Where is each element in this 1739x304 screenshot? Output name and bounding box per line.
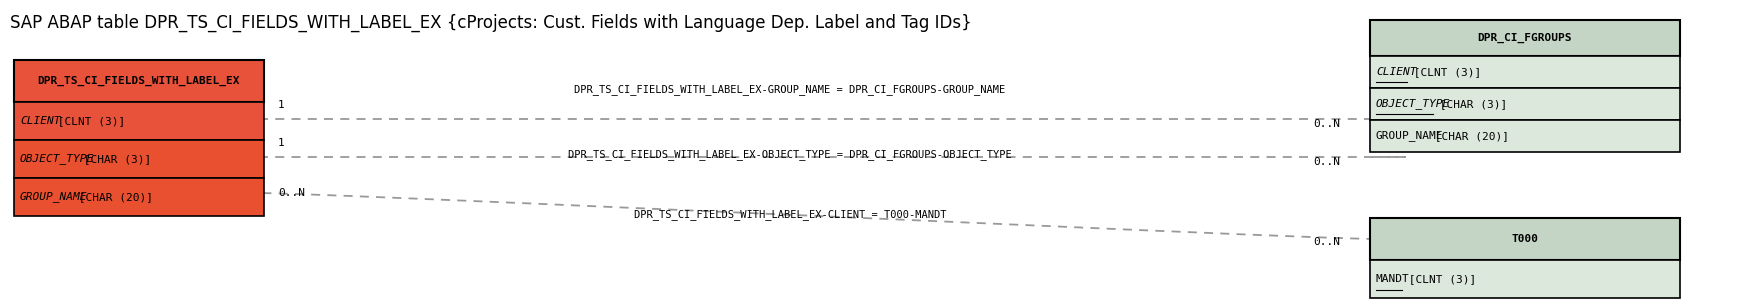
Text: [CHAR (20)]: [CHAR (20)]: [1428, 131, 1509, 141]
Text: [CLNT (3)]: [CLNT (3)]: [50, 116, 125, 126]
Text: [CHAR (20)]: [CHAR (20)]: [71, 192, 153, 202]
Text: MANDT: MANDT: [1376, 274, 1410, 284]
Text: GROUP_NAME: GROUP_NAME: [21, 192, 87, 202]
Bar: [1370, 218, 1680, 260]
Bar: [14, 140, 264, 178]
Text: [CHAR (3)]: [CHAR (3)]: [1433, 99, 1508, 109]
Bar: [1370, 260, 1680, 298]
Text: [CHAR (3)]: [CHAR (3)]: [77, 154, 151, 164]
Text: 1: 1: [278, 100, 285, 110]
Text: [CLNT (3)]: [CLNT (3)]: [1402, 274, 1476, 284]
Text: DPR_TS_CI_FIELDS_WITH_LABEL_EX-CLIENT = T000-MANDT: DPR_TS_CI_FIELDS_WITH_LABEL_EX-CLIENT = …: [633, 209, 946, 220]
Text: OBJECT_TYPE: OBJECT_TYPE: [21, 154, 94, 164]
Text: [CLNT (3)]: [CLNT (3)]: [1407, 67, 1482, 77]
Text: 1: 1: [278, 138, 285, 148]
Text: CLIENT: CLIENT: [1376, 67, 1417, 77]
Bar: [14, 102, 264, 140]
Text: CLIENT: CLIENT: [21, 116, 61, 126]
Bar: [1370, 120, 1680, 152]
Text: DPR_CI_FGROUPS: DPR_CI_FGROUPS: [1478, 33, 1572, 43]
Text: OBJECT_TYPE: OBJECT_TYPE: [1376, 98, 1450, 109]
Bar: [1370, 56, 1680, 88]
Text: DPR_TS_CI_FIELDS_WITH_LABEL_EX: DPR_TS_CI_FIELDS_WITH_LABEL_EX: [38, 76, 240, 86]
Text: GROUP_NAME: GROUP_NAME: [1376, 130, 1443, 141]
Text: 0..N: 0..N: [278, 188, 304, 198]
Text: SAP ABAP table DPR_TS_CI_FIELDS_WITH_LABEL_EX {cProjects: Cust. Fields with Lang: SAP ABAP table DPR_TS_CI_FIELDS_WITH_LAB…: [10, 14, 972, 32]
Bar: [14, 178, 264, 216]
Text: T000: T000: [1511, 234, 1539, 244]
Bar: [1370, 20, 1680, 56]
Text: 0..N: 0..N: [1313, 157, 1341, 167]
Bar: [14, 60, 264, 102]
Text: 0..N: 0..N: [1313, 237, 1341, 247]
Text: DPR_TS_CI_FIELDS_WITH_LABEL_EX-OBJECT_TYPE = DPR_CI_FGROUPS-OBJECT_TYPE: DPR_TS_CI_FIELDS_WITH_LABEL_EX-OBJECT_TY…: [569, 149, 1012, 160]
Bar: [1370, 88, 1680, 120]
Text: 0..N: 0..N: [1313, 119, 1341, 129]
Text: DPR_TS_CI_FIELDS_WITH_LABEL_EX-GROUP_NAME = DPR_CI_FGROUPS-GROUP_NAME: DPR_TS_CI_FIELDS_WITH_LABEL_EX-GROUP_NAM…: [574, 84, 1005, 95]
